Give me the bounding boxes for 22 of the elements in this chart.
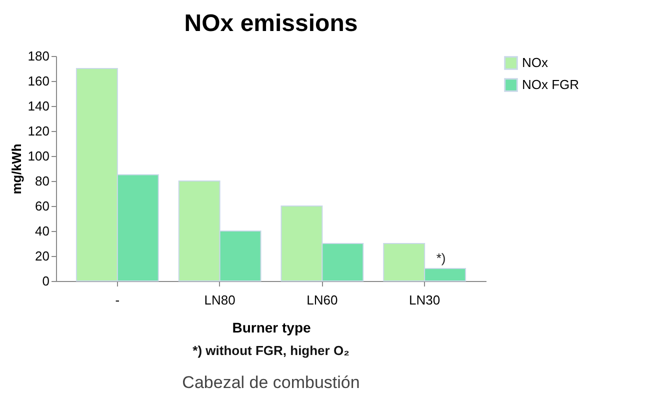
y-tick-label: 100 bbox=[28, 148, 50, 164]
x-tick-label: LN80 bbox=[204, 292, 236, 308]
x-axis-title: Burner type bbox=[232, 320, 311, 336]
y-tick-label: 80 bbox=[35, 174, 50, 188]
x-tick-label: - bbox=[115, 292, 120, 308]
y-tick-label: 20 bbox=[35, 248, 50, 264]
y-tick-label: 60 bbox=[35, 198, 50, 214]
text: *) without FGR, higher O₂ bbox=[192, 343, 350, 358]
chart-title: NOx emissions bbox=[184, 10, 358, 37]
y-tick-label: 40 bbox=[35, 224, 50, 238]
annotation: *) bbox=[436, 250, 446, 266]
y-tick-label: 120 bbox=[28, 124, 50, 138]
y-axis-title: mg/kWh bbox=[8, 144, 24, 194]
text: Cabezal de combustión bbox=[182, 373, 360, 392]
y-tick-label: 180 bbox=[28, 48, 50, 64]
y-tick-label: 0 bbox=[42, 274, 50, 288]
x-tick-label: LN60 bbox=[306, 292, 338, 308]
legend-label: NOx bbox=[522, 55, 548, 70]
y-tick-label: 140 bbox=[28, 98, 50, 114]
legend-label: NOx FGR bbox=[522, 77, 580, 92]
y-tick-label: 160 bbox=[28, 74, 50, 88]
x-tick-label: LN30 bbox=[409, 292, 440, 308]
